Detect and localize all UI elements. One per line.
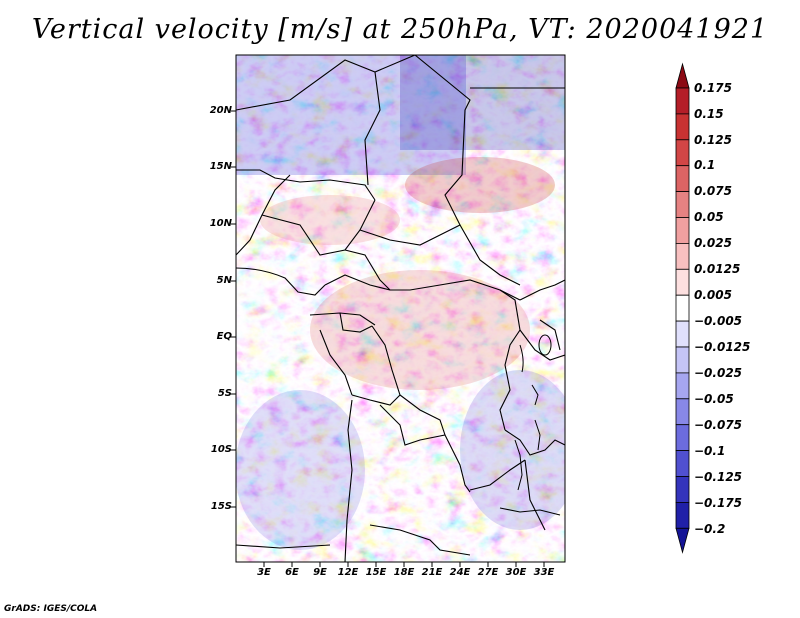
lat-label-10n: 10N — [209, 218, 232, 229]
colorbar-box — [675, 320, 690, 348]
lat-label-20n: 20N — [209, 105, 232, 116]
lakes — [514, 334, 552, 491]
colorbar-label: 0.1 — [694, 158, 716, 172]
colorbar-label: −0.05 — [694, 392, 734, 406]
colorbar-label: −0.2 — [694, 522, 726, 536]
colorbar-label: 0.0125 — [694, 262, 741, 276]
colorbar-label: 0.05 — [694, 210, 724, 224]
lat-label-5s: 5S — [217, 388, 232, 399]
colorbar-label: −0.0125 — [694, 340, 751, 354]
colorbar-label: −0.125 — [694, 470, 743, 484]
colorbar-label: −0.175 — [694, 496, 743, 510]
colorbar-box — [675, 113, 690, 141]
colorbar-box — [675, 346, 690, 374]
lon-label-12e: 12E — [337, 567, 359, 578]
colorbar-bottom-arrow — [675, 527, 690, 554]
colorbar-label: 0.15 — [694, 107, 724, 121]
colorbar-box — [675, 476, 690, 503]
colorbar-label: 0.025 — [694, 236, 732, 250]
lon-label-15e: 15E — [365, 567, 387, 578]
lon-label-33e: 33E — [533, 567, 555, 578]
colorbar-box — [675, 398, 690, 426]
lon-label-30e: 30E — [505, 567, 527, 578]
colorbar-top-arrow — [675, 62, 690, 89]
colorbar-box — [675, 501, 690, 529]
colorbar-box — [675, 294, 690, 322]
colorbar-box — [675, 424, 690, 452]
plot-title: Vertical velocity [m/s] at 250hPa, VT: 2… — [31, 14, 769, 45]
lon-label-3e: 3E — [257, 567, 271, 578]
lon-label-24e: 24E — [449, 567, 471, 578]
grads-credit: GrADS: IGES/COLA — [4, 604, 98, 614]
country-borders — [236, 55, 565, 562]
colorbar-label: −0.075 — [694, 418, 743, 432]
colorbar-box — [675, 87, 690, 115]
colorbar-label: 0.125 — [694, 133, 732, 147]
lat-label-eq: EQ — [216, 331, 232, 342]
lon-tick-marks — [263, 562, 545, 567]
colorbar-box — [675, 372, 690, 400]
colorbar-box — [675, 268, 690, 296]
colorbar — [675, 62, 690, 554]
lat-label-5n: 5N — [216, 275, 232, 286]
colorbar-label: −0.1 — [694, 444, 726, 458]
colorbar-box — [675, 191, 690, 218]
colorbar-box — [675, 242, 690, 270]
colorbar-box — [675, 450, 690, 477]
colorbar-box — [675, 217, 690, 244]
colorbar-label: 0.175 — [694, 81, 732, 95]
lon-label-27e: 27E — [477, 567, 499, 578]
lat-label-15s: 15S — [210, 501, 232, 512]
vertical-velocity-field — [236, 55, 565, 562]
colorbar-box — [675, 139, 690, 167]
colorbar-label: −0.005 — [694, 314, 743, 328]
lon-label-9e: 9E — [313, 567, 327, 578]
lat-tick-marks — [231, 110, 236, 508]
colorbar-label: −0.025 — [694, 366, 743, 380]
lat-label-10s: 10S — [210, 444, 232, 455]
lon-label-21e: 21E — [421, 567, 443, 578]
colorbar-box — [675, 165, 690, 192]
lon-label-18e: 18E — [393, 567, 415, 578]
lon-label-6e: 6E — [285, 567, 299, 578]
colorbar-label: 0.075 — [694, 184, 732, 198]
map-frame — [235, 54, 566, 563]
colorbar-label: 0.005 — [694, 288, 732, 302]
lat-label-15n: 15N — [209, 161, 232, 172]
